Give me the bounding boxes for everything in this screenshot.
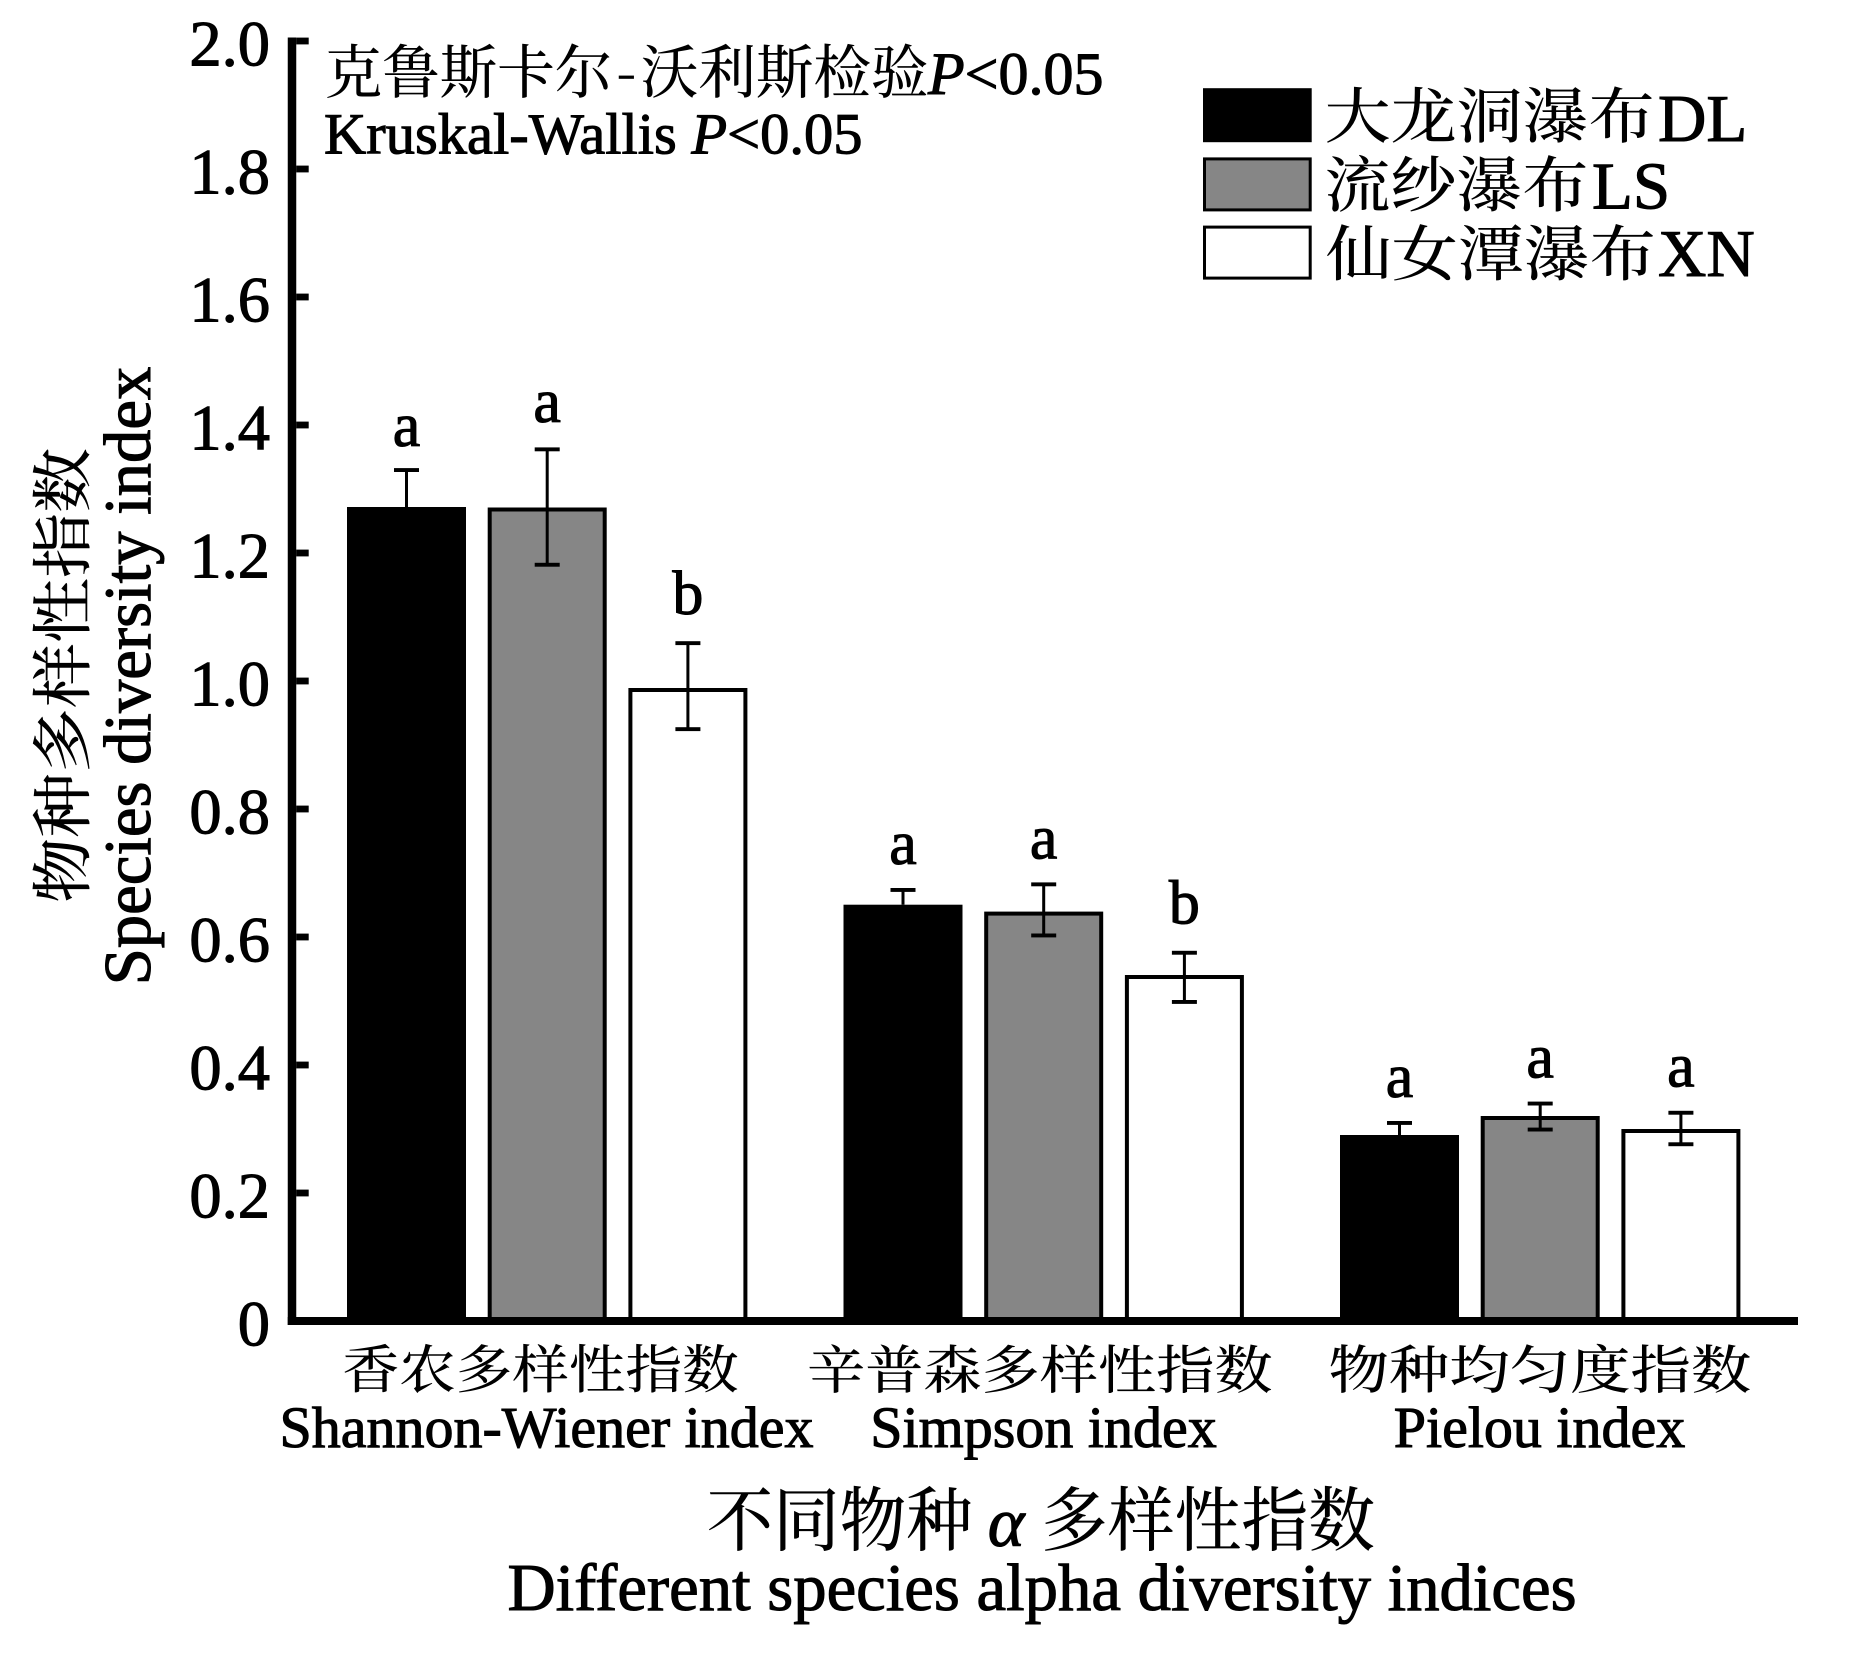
svg-text:a: a xyxy=(1667,1033,1695,1101)
svg-text:1.0: 1.0 xyxy=(189,649,270,720)
svg-text:1.6: 1.6 xyxy=(189,265,270,336)
svg-text:α: α xyxy=(988,1485,1026,1562)
svg-text:0.4: 0.4 xyxy=(189,1033,270,1104)
svg-text:a: a xyxy=(393,392,421,460)
svg-text:1.8: 1.8 xyxy=(189,137,270,208)
svg-text:Simpson index: Simpson index xyxy=(870,1395,1216,1460)
svg-text:P<0.05: P<0.05 xyxy=(927,41,1104,107)
svg-text:a: a xyxy=(889,810,917,878)
svg-text:b: b xyxy=(1169,870,1200,938)
svg-text:2.0: 2.0 xyxy=(189,9,270,80)
svg-text:0.2: 0.2 xyxy=(189,1161,270,1232)
svg-text:Shannon-Wiener index: Shannon-Wiener index xyxy=(279,1395,813,1460)
svg-text:a: a xyxy=(1030,804,1058,872)
svg-text:1.4: 1.4 xyxy=(189,393,270,464)
svg-text:0.8: 0.8 xyxy=(189,777,270,848)
svg-text:1.2: 1.2 xyxy=(189,521,270,592)
svg-text:Species diversity index: Species diversity index xyxy=(92,367,165,986)
svg-text:DL: DL xyxy=(1658,82,1747,156)
svg-text:0.6: 0.6 xyxy=(189,905,270,976)
svg-text:Pielou index: Pielou index xyxy=(1394,1395,1686,1460)
svg-text:Kruskal-Wallis P<0.05: Kruskal-Wallis P<0.05 xyxy=(324,102,862,167)
svg-text:a: a xyxy=(1386,1043,1414,1111)
svg-text:Different species alpha divers: Different species alpha diversity indice… xyxy=(507,1552,1576,1625)
svg-text:LS: LS xyxy=(1592,149,1670,223)
svg-text:0: 0 xyxy=(238,1289,270,1360)
svg-text:a: a xyxy=(533,368,561,436)
svg-text:a: a xyxy=(1526,1024,1554,1092)
svg-text:b: b xyxy=(672,560,703,628)
svg-text:XN: XN xyxy=(1658,217,1755,291)
